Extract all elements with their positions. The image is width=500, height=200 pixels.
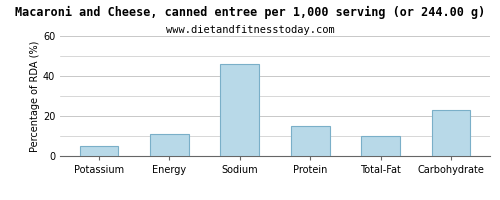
Text: Macaroni and Cheese, canned entree per 1,000 serving (or 244.00 g): Macaroni and Cheese, canned entree per 1… [15,6,485,19]
Bar [362,136,400,156]
Bar [80,146,118,156]
Bar [150,134,188,156]
Bar [220,64,259,156]
Y-axis label: Percentage of RDA (%): Percentage of RDA (%) [30,40,40,152]
Text: www.dietandfitnesstoday.com: www.dietandfitnesstoday.com [166,25,334,35]
Bar [432,110,470,156]
Bar [291,126,330,156]
